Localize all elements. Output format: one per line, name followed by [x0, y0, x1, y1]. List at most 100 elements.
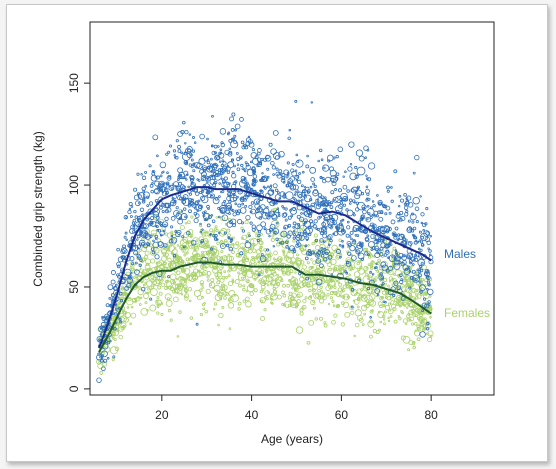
- data-point: [300, 184, 304, 188]
- data-point: [177, 144, 181, 149]
- data-point: [164, 293, 172, 301]
- data-point: [228, 298, 232, 302]
- data-point: [282, 283, 286, 288]
- data-point: [261, 172, 264, 175]
- data-point: [147, 287, 151, 291]
- data-point: [156, 311, 160, 315]
- data-point: [322, 164, 330, 172]
- data-point: [213, 163, 217, 167]
- data-point: [175, 156, 179, 160]
- data-point: [323, 321, 327, 325]
- data-point: [378, 201, 382, 205]
- data-point: [215, 228, 219, 233]
- data-point: [420, 235, 425, 240]
- data-point: [260, 157, 264, 162]
- data-point: [418, 280, 422, 284]
- data-point: [264, 268, 268, 272]
- data-point: [385, 249, 389, 253]
- data-point: [338, 282, 343, 287]
- data-point: [387, 256, 390, 260]
- data-point: [113, 286, 118, 291]
- data-point: [228, 246, 234, 252]
- data-point: [192, 250, 198, 257]
- data-point: [366, 234, 370, 238]
- data-point: [427, 247, 430, 250]
- data-point: [359, 297, 362, 301]
- data-point: [348, 285, 352, 288]
- data-point: [428, 283, 431, 287]
- data-point: [288, 128, 292, 132]
- data-point: [221, 305, 225, 309]
- data-point: [412, 196, 420, 205]
- data-point: [142, 189, 146, 193]
- data-point: [360, 192, 365, 196]
- data-point: [317, 216, 321, 220]
- data-point: [370, 248, 374, 251]
- data-point: [381, 290, 387, 295]
- data-point: [188, 163, 192, 167]
- data-point: [194, 201, 199, 206]
- data-point: [381, 314, 386, 319]
- data-point: [221, 201, 226, 206]
- data-point: [390, 300, 395, 305]
- data-point: [329, 238, 333, 243]
- data-point: [136, 192, 140, 196]
- data-point: [129, 215, 133, 218]
- data-point: [320, 254, 325, 258]
- data-point: [123, 235, 127, 239]
- data-point: [96, 354, 103, 361]
- data-point: [210, 214, 214, 217]
- data-point: [133, 187, 138, 192]
- data-point: [262, 176, 268, 182]
- data-point: [210, 193, 216, 199]
- data-point: [377, 199, 383, 206]
- data-point: [270, 294, 274, 297]
- data-point: [143, 232, 149, 239]
- data-point: [390, 219, 396, 225]
- data-point: [346, 220, 350, 224]
- data-point: [305, 236, 310, 241]
- data-point: [239, 207, 247, 214]
- data-point: [327, 278, 336, 287]
- data-point: [304, 296, 308, 300]
- data-point: [364, 304, 368, 308]
- data-point: [390, 186, 393, 189]
- data-point: [143, 226, 146, 230]
- data-point: [216, 164, 219, 167]
- data-point: [216, 241, 220, 246]
- data-point: [233, 164, 236, 168]
- data-point: [190, 158, 194, 162]
- data-point: [344, 270, 348, 274]
- data-point: [155, 225, 159, 229]
- data-point: [190, 271, 196, 278]
- data-point: [209, 264, 214, 269]
- data-point: [384, 305, 390, 311]
- data-point: [176, 212, 179, 215]
- y-tick-label: 150: [67, 73, 81, 93]
- y-tick-label: 50: [67, 280, 81, 294]
- data-point: [294, 169, 298, 172]
- data-point: [108, 296, 112, 300]
- data-point: [264, 290, 271, 296]
- data-point: [358, 155, 365, 162]
- data-point: [129, 256, 135, 262]
- data-point: [164, 187, 167, 190]
- data-point: [348, 141, 355, 148]
- data-point: [371, 273, 375, 276]
- data-point: [242, 284, 246, 288]
- data-point: [160, 282, 166, 287]
- data-point: [388, 308, 392, 312]
- data-point: [362, 206, 366, 210]
- data-point: [223, 167, 228, 172]
- data-point: [253, 288, 258, 293]
- data-point: [296, 299, 301, 304]
- data-point: [213, 172, 222, 181]
- data-point: [200, 175, 207, 181]
- data-point: [313, 184, 317, 189]
- data-point: [270, 302, 274, 305]
- data-point: [219, 205, 227, 213]
- data-point: [354, 174, 359, 179]
- data-point: [312, 288, 315, 291]
- data-point: [174, 259, 179, 264]
- data-point: [374, 288, 381, 294]
